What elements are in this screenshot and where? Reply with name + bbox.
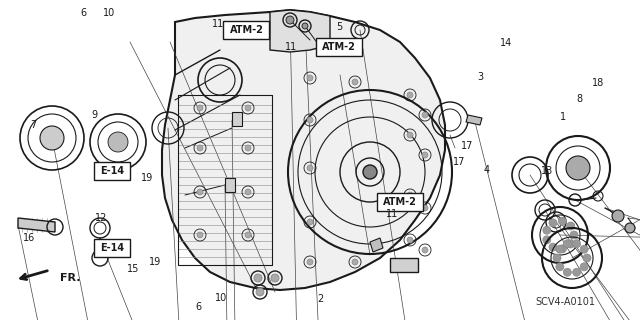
- Circle shape: [245, 145, 251, 151]
- Circle shape: [271, 274, 279, 282]
- Text: 19: 19: [141, 172, 154, 183]
- Polygon shape: [232, 112, 242, 126]
- Text: 7: 7: [30, 120, 36, 130]
- Polygon shape: [370, 238, 383, 252]
- Circle shape: [580, 245, 588, 253]
- Circle shape: [307, 117, 313, 123]
- Circle shape: [256, 288, 264, 296]
- Text: 9: 9: [92, 110, 98, 120]
- Text: 6: 6: [80, 8, 86, 19]
- Text: ATM-2: ATM-2: [323, 42, 356, 52]
- Circle shape: [197, 105, 203, 111]
- Circle shape: [352, 79, 358, 85]
- FancyBboxPatch shape: [377, 193, 423, 211]
- Text: 17: 17: [461, 140, 474, 151]
- FancyBboxPatch shape: [94, 162, 130, 180]
- Circle shape: [307, 219, 313, 225]
- Circle shape: [352, 259, 358, 265]
- Circle shape: [407, 92, 413, 98]
- Text: E-14: E-14: [100, 243, 124, 253]
- Circle shape: [549, 243, 557, 251]
- Text: 15: 15: [127, 264, 140, 274]
- Text: 18: 18: [592, 77, 605, 88]
- Circle shape: [556, 245, 564, 253]
- Text: FR.: FR.: [60, 273, 80, 283]
- Text: 11: 11: [385, 209, 398, 220]
- Circle shape: [307, 75, 313, 81]
- Circle shape: [197, 145, 203, 151]
- Circle shape: [422, 152, 428, 158]
- Text: 2: 2: [317, 294, 323, 304]
- Circle shape: [573, 240, 580, 248]
- Circle shape: [407, 192, 413, 198]
- Circle shape: [422, 205, 428, 211]
- Text: 17: 17: [453, 156, 466, 167]
- Circle shape: [549, 219, 557, 227]
- Circle shape: [363, 165, 377, 179]
- Circle shape: [580, 263, 588, 271]
- Text: 10: 10: [102, 8, 115, 19]
- Circle shape: [197, 189, 203, 195]
- Circle shape: [302, 23, 308, 29]
- Text: 12: 12: [95, 212, 108, 223]
- Circle shape: [108, 132, 128, 152]
- Text: 14: 14: [499, 38, 512, 48]
- Text: 16: 16: [22, 233, 35, 244]
- FancyBboxPatch shape: [223, 21, 269, 39]
- Circle shape: [40, 126, 64, 150]
- Circle shape: [254, 274, 262, 282]
- Text: 3: 3: [477, 72, 483, 82]
- Circle shape: [543, 236, 551, 244]
- Circle shape: [245, 189, 251, 195]
- Text: 8: 8: [576, 94, 582, 104]
- Circle shape: [559, 217, 566, 225]
- Circle shape: [573, 268, 580, 276]
- Text: 4: 4: [483, 164, 490, 175]
- Circle shape: [625, 223, 635, 233]
- Text: SCV4-A0101: SCV4-A0101: [535, 297, 595, 307]
- Circle shape: [422, 247, 428, 253]
- Circle shape: [422, 112, 428, 118]
- Text: 11: 11: [285, 42, 298, 52]
- Circle shape: [553, 254, 561, 262]
- Circle shape: [583, 254, 591, 262]
- Circle shape: [566, 156, 590, 180]
- Polygon shape: [466, 115, 482, 125]
- FancyBboxPatch shape: [316, 38, 362, 56]
- Text: E-14: E-14: [100, 166, 124, 176]
- Circle shape: [245, 232, 251, 238]
- Circle shape: [559, 245, 566, 253]
- Circle shape: [567, 240, 575, 248]
- Circle shape: [563, 240, 572, 248]
- Text: 19: 19: [148, 257, 161, 268]
- Polygon shape: [390, 258, 418, 272]
- Text: 1: 1: [560, 112, 566, 122]
- Text: 5: 5: [336, 22, 342, 32]
- Circle shape: [556, 263, 564, 271]
- Circle shape: [407, 132, 413, 138]
- Text: 11: 11: [211, 19, 224, 29]
- Text: 6: 6: [195, 301, 202, 312]
- Circle shape: [567, 222, 575, 230]
- Polygon shape: [18, 218, 55, 232]
- Circle shape: [286, 16, 294, 24]
- Circle shape: [612, 210, 624, 222]
- Text: ATM-2: ATM-2: [230, 25, 263, 36]
- Circle shape: [407, 237, 413, 243]
- Circle shape: [307, 165, 313, 171]
- Circle shape: [197, 232, 203, 238]
- FancyBboxPatch shape: [94, 239, 130, 257]
- Circle shape: [307, 259, 313, 265]
- Circle shape: [543, 226, 551, 234]
- Text: 13: 13: [541, 166, 554, 176]
- Polygon shape: [162, 10, 445, 290]
- Polygon shape: [225, 178, 235, 192]
- Polygon shape: [270, 10, 330, 52]
- Circle shape: [563, 268, 572, 276]
- Text: ATM-2: ATM-2: [383, 196, 417, 207]
- Text: 10: 10: [214, 292, 227, 303]
- Circle shape: [570, 231, 578, 239]
- Circle shape: [245, 105, 251, 111]
